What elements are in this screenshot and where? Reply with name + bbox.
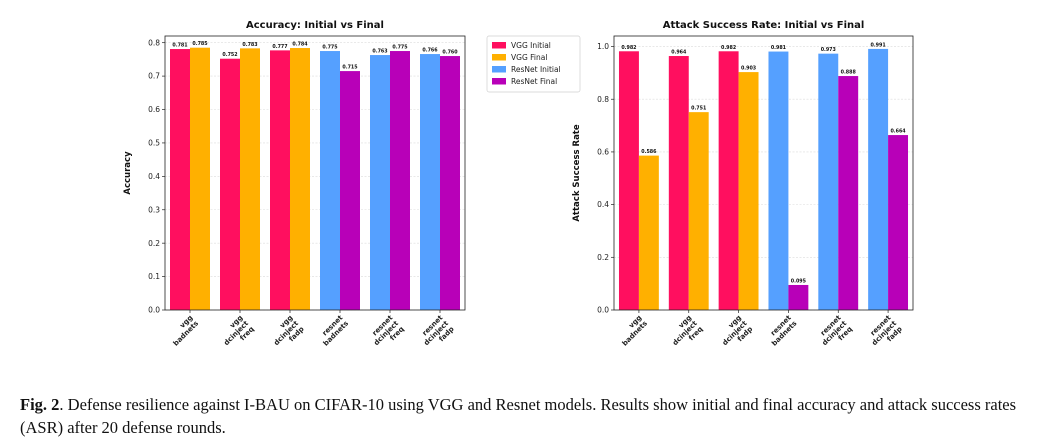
bar (688, 112, 709, 310)
bar (240, 48, 260, 311)
bar-value-label: 0.095 (791, 278, 806, 284)
bar-value-label: 0.781 (172, 43, 187, 49)
x-tick-label: resnetdcinjectfadp (417, 313, 456, 352)
bar-value-label: 0.775 (392, 45, 407, 51)
bar (738, 72, 759, 310)
y-tick-label: 0.4 (597, 200, 609, 209)
legend-label: ResNet Initial (511, 65, 561, 74)
y-tick-label: 0.8 (148, 38, 160, 47)
bar-value-label: 0.903 (741, 66, 756, 72)
y-axis-label: Attack Success Rate (572, 124, 582, 222)
bar-value-label: 0.763 (372, 49, 387, 55)
bar-value-label: 0.752 (222, 52, 237, 58)
y-tick-label: 0.1 (148, 272, 160, 281)
legend-label: VGG Final (511, 53, 547, 62)
caption-text: . Defense resilience against I-BAU on CI… (20, 395, 1017, 437)
y-tick-label: 0.8 (597, 95, 609, 104)
bar (290, 48, 310, 310)
x-tick-label: resnetdcinjectfreq (815, 313, 854, 352)
bar-value-label: 0.766 (422, 48, 438, 54)
legend: VGG Initial VGG Final ResNet Initial ResNet… (486, 35, 581, 93)
x-tick-label: vggbadnets (615, 314, 649, 348)
plot-frame (613, 35, 914, 311)
x-tick-label: resnetdcinjectfadp (865, 313, 904, 352)
bar (220, 58, 240, 310)
y-tick-label: 0.4 (148, 172, 160, 181)
y-axis-label: Accuracy (123, 151, 133, 195)
x-tick-label: resnetbadnets (316, 313, 350, 347)
bar (370, 55, 390, 310)
bar-value-label: 0.783 (242, 42, 257, 48)
bar (668, 56, 689, 311)
bar (788, 284, 809, 310)
bar-value-label: 0.777 (272, 44, 287, 50)
bar (718, 51, 739, 311)
chart-title: Attack Success Rate: Initial vs Final (663, 20, 865, 31)
bar-value-label: 0.982 (721, 45, 736, 51)
bar (638, 155, 659, 310)
y-tick-label: 0.3 (148, 205, 160, 214)
asr-chart: 0.0 0.2 0.4 0.6 0.8 1.0 0.982 0.586 0.964 0.751 0.… (572, 20, 914, 352)
x-tick-label: vggdcinjectfreq (665, 313, 704, 352)
y-tick-label: 1.0 (597, 42, 609, 51)
caption-label: Fig. 2 (20, 395, 60, 414)
bar-value-label: 0.785 (192, 41, 207, 47)
bar (818, 53, 839, 311)
bar-value-label: 0.991 (871, 42, 886, 48)
bar-value-label: 0.964 (671, 50, 687, 56)
plot-frame (164, 35, 466, 311)
bar-value-label: 0.982 (621, 45, 636, 51)
legend-swatch (492, 78, 506, 85)
y-tick-label: 0.6 (597, 148, 609, 157)
legend-label: ResNet Final (511, 77, 557, 86)
x-tick-label: vggdcinjectfadp (267, 313, 306, 352)
chart-title: Accuracy: Initial vs Final (246, 20, 384, 31)
bar-value-label: 0.888 (841, 70, 857, 76)
bar (390, 51, 410, 310)
bar (340, 71, 360, 311)
y-tick-label: 0.0 (597, 306, 609, 315)
bar (420, 54, 440, 311)
bar (270, 50, 290, 311)
x-tick-label: resnetdcinjectfreq (367, 313, 406, 352)
bar (320, 51, 340, 310)
bar-value-label: 0.715 (342, 65, 357, 71)
accuracy-chart: 0.0 0.1 0.2 0.3 0.4 0.5 0.6 0.7 0.8 0.781 0.785 0.7… (123, 20, 466, 352)
bar (888, 135, 909, 310)
bar (768, 51, 789, 311)
legend-swatch (492, 42, 506, 49)
legend-swatch (492, 66, 506, 73)
bar (190, 47, 210, 310)
legend-label: VGG Initial (511, 41, 551, 50)
y-tick-label: 0.0 (148, 306, 160, 315)
bar (440, 56, 460, 310)
bar-value-label: 0.760 (442, 50, 458, 56)
legend-swatch (492, 54, 506, 61)
y-tick-label: 0.2 (597, 253, 609, 262)
x-tick-label: vggdcinjectfreq (217, 313, 256, 352)
x-tick-label: vggbadnets (166, 314, 200, 348)
bar-value-label: 0.981 (771, 45, 786, 51)
bar (868, 48, 889, 311)
bar (838, 76, 859, 311)
x-tick-label: vggdcinjectfadp (715, 313, 754, 352)
legend-box (486, 35, 581, 93)
x-tick-label: resnetbadnets (765, 313, 799, 347)
bar-value-label: 0.664 (890, 129, 906, 135)
y-tick-label: 0.2 (148, 239, 160, 248)
bar-value-label: 0.586 (641, 149, 657, 155)
bar (170, 49, 190, 310)
bar-value-label: 0.751 (691, 106, 706, 112)
bar-value-label: 0.973 (821, 47, 836, 53)
y-tick-label: 0.5 (148, 139, 160, 148)
figure-caption: Fig. 2. Defense resilience against I-BAU… (20, 393, 1040, 439)
bar (618, 51, 639, 311)
y-tick-label: 0.6 (148, 105, 160, 114)
bar-value-label: 0.784 (292, 42, 308, 48)
y-tick-label: 0.7 (148, 72, 160, 81)
bar-value-label: 0.775 (322, 45, 337, 51)
